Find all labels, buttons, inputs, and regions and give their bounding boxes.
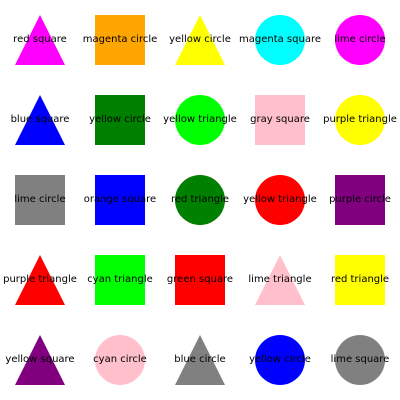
square-shape [255,95,305,145]
square-shape [335,175,385,225]
grid-cell: magenta square [239,0,321,80]
grid-cell: orange square [80,160,160,240]
square-shape [95,255,145,305]
grid-cell: lime triangle [240,240,320,320]
triangle-shape [15,335,65,385]
grid-cell: red triangle [160,160,240,240]
grid-cell: blue square [0,80,80,160]
square-shape [95,15,145,65]
square-shape [15,175,65,225]
grid-cell: yellow circle [80,80,160,160]
triangle-shape [175,335,225,385]
grid-cell: yellow circle [160,0,240,80]
triangle-shape [175,15,225,65]
triangle-shape [15,95,65,145]
grid-cell: yellow circle [240,320,320,400]
grid-cell: gray square [240,80,320,160]
circle-shape [255,175,305,225]
circle-shape [255,335,305,385]
grid-cell: lime square [320,320,400,400]
grid-cell: yellow triangle [160,80,240,160]
grid-cell: red square [0,0,80,80]
grid-cell: yellow square [0,320,80,400]
grid-cell: magenta circle [80,0,160,80]
grid-cell: green square [160,240,240,320]
circle-shape [175,175,225,225]
triangle-shape [255,255,305,305]
grid-cell: red triangle [320,240,400,320]
triangle-shape [15,15,65,65]
circle-shape [255,15,305,65]
grid-cell: cyan triangle [80,240,160,320]
grid-cell: blue circle [160,320,240,400]
grid-cell: purple triangle [0,240,80,320]
grid-cell: purple triangle [320,80,400,160]
grid-cell: cyan circle [80,320,160,400]
circle-shape [335,15,385,65]
square-shape [335,255,385,305]
circle-shape [335,95,385,145]
circle-shape [175,95,225,145]
grid-cell: yellow triangle [240,160,320,240]
grid-cell: lime circle [0,160,80,240]
grid-cell: purple circle [320,160,400,240]
grid-cell: lime circle [320,0,400,80]
triangle-shape [15,255,65,305]
circle-shape [335,335,385,385]
circle-shape [95,335,145,385]
square-shape [95,175,145,225]
square-shape [175,255,225,305]
square-shape [95,95,145,145]
